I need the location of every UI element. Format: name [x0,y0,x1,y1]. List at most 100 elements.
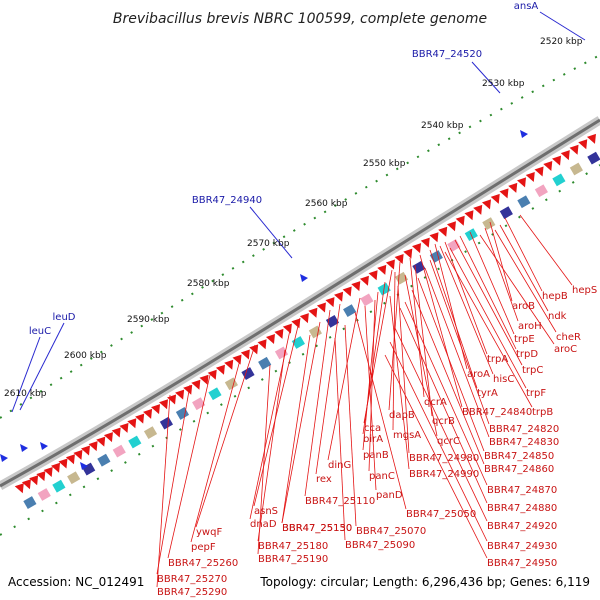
red-leader-line [444,241,488,355]
red-leader-line [389,341,488,542]
red-leader-line [327,297,361,461]
tick-label: 2530 kbp [482,79,525,89]
red-leader-line [449,247,527,389]
tick-label: 2540 kbp [421,121,464,131]
gene-arrow [58,458,68,469]
gene-label-red: trpC [522,365,543,376]
gene-arrow [159,399,169,410]
gene-arrow-reverse [20,444,28,452]
tick-label: 2610 kbp [4,389,47,399]
gene-label-blue: BBR47_24520 [412,49,482,60]
gene-arrow [274,328,284,339]
gene-label-red: panB [363,450,389,461]
gene-arrow [29,475,39,486]
gene-label-red: BBR47_24990 [409,469,479,480]
tick-label: 2570 kbp [247,239,290,249]
gene-arrow [394,254,404,265]
gene-label-red: pepF [191,542,216,553]
gene-arrow [377,264,387,275]
gene-arrow [316,302,326,313]
red-leader-line [519,214,573,286]
gene-label-red: cheR [556,332,581,343]
red-leader-line [156,384,191,575]
gene-arrow [578,139,588,150]
gene-arrow [325,297,335,308]
gene-arrow [464,210,474,221]
gene-arrow [51,462,61,473]
gene-arrow [481,199,491,210]
tick-ring [0,54,600,419]
gene-block [23,496,37,509]
gene-block [569,162,583,176]
gene-label-red: BBR47_24860 [484,464,554,475]
gene-block [175,407,190,420]
gene-label-red: aroC [554,344,577,355]
gene-label-blue: BBR47_24940 [192,195,262,206]
inner-dotted-ring [0,164,600,536]
gene-label-red: BBR47_24820 [489,424,559,435]
gene-block [224,377,239,391]
gene-block [482,217,496,231]
gene-arrow [473,204,483,215]
red-leader-line [404,301,488,486]
gene-block [37,488,51,501]
gene-arrow [334,291,344,302]
gene-block [192,397,206,411]
gene-arrow [119,422,129,433]
gene-label-red: BBR47_24980 [409,453,479,464]
gene-label-red: mgsA [393,430,421,441]
gene-label-red: tyrA [477,388,498,399]
gene-label-red: birA [363,434,383,445]
red-leader-line [354,311,407,510]
gene-arrow-reverse [520,130,528,138]
tick-label: 2550 kbp [363,159,406,169]
gene-label-red: dapB [389,410,415,421]
blue-leader-line [11,336,41,413]
gene-arrow [175,389,185,400]
gene-arrow-reverse [40,442,48,450]
red-leader-line [167,374,211,559]
gene-arrow [167,394,177,405]
blue-leader-line [249,206,293,259]
genome-backbone-core [0,118,600,488]
blue-leader-line [539,11,586,41]
gene-label-red: ywqF [196,527,222,538]
red-leader-line [499,224,549,312]
red-leader-line [429,249,478,389]
gene-label-red: BBR47_25180 [258,541,328,552]
gene-label-red: BBR47_25110 [305,496,375,507]
gene-arrow [359,275,369,286]
red-leader-line [315,303,341,475]
gene-arrow [342,286,352,297]
red-leader-line [484,227,519,322]
red-leader-line [424,267,490,438]
gene-arrow [543,161,553,172]
red-leader-line [257,364,271,555]
red-leader-line [417,277,485,452]
gene-arrow [412,243,422,254]
red-leader-line [281,321,321,524]
gene-arrow [257,339,267,350]
gene-arrow [438,226,448,237]
gene-label-red: cca [364,423,381,434]
gene-arrow [88,441,98,452]
red-leader-line [444,251,533,408]
gene-label-red: dnaD [250,519,277,530]
gene-block [394,271,409,285]
gene-arrow [111,427,121,438]
red-leader-line [489,221,513,302]
gene-arrow [96,436,106,447]
gene-arrow [127,418,137,429]
gene-label-red: trpF [526,388,546,399]
gene-arrow [403,248,413,259]
gene-arrow [385,259,395,270]
red-leader-line [439,245,494,375]
gene-arrow [586,133,596,144]
red-leader-line [281,334,311,524]
gene-arrow [135,413,145,424]
red-leader-line [469,231,515,335]
gene-block [534,184,548,198]
gene-block [499,206,513,220]
red-leader-line [429,259,490,425]
red-leader-line [190,359,241,543]
